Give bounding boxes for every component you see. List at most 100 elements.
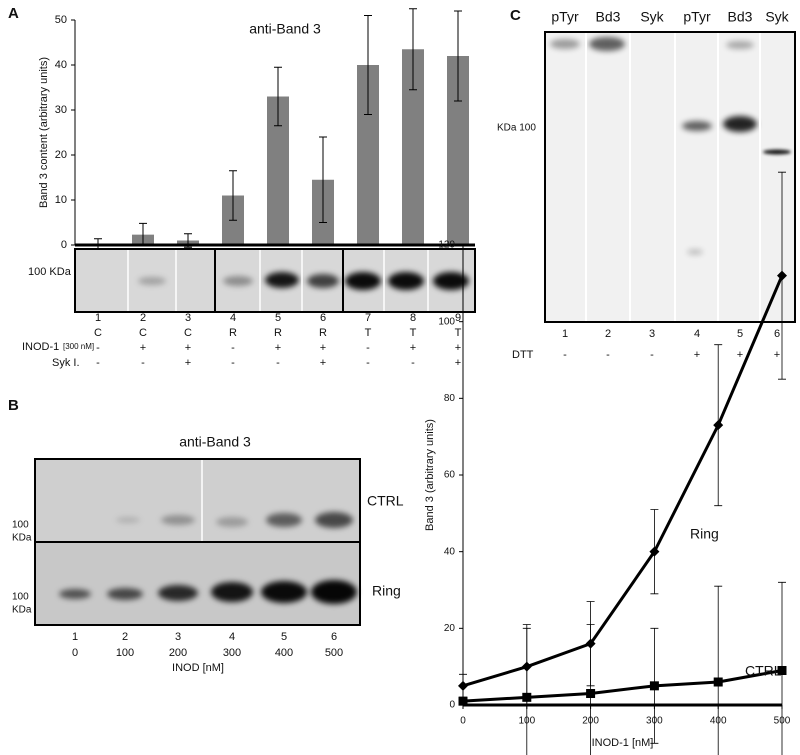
chart-title: anti-Band 3 (249, 21, 321, 37)
condition: R (319, 327, 327, 339)
row-label: [300 nM] (63, 342, 94, 351)
data-point (458, 696, 468, 706)
treatment: + (320, 342, 326, 354)
error-bar (522, 624, 531, 755)
data-point (649, 546, 660, 557)
blot (544, 31, 796, 323)
lane-concentration: 500 (325, 647, 343, 659)
lane-header: Syk (765, 9, 789, 25)
lane-number: 2 (140, 312, 146, 324)
lane-number: 2 (605, 328, 611, 340)
blot (34, 458, 361, 543)
row-label: INOD-1 (22, 341, 59, 353)
panel-label: C (510, 7, 521, 24)
panel-label: B (8, 397, 19, 414)
lane-number: 6 (320, 312, 326, 324)
data-point (522, 692, 532, 702)
blot (34, 541, 361, 626)
series-line (462, 275, 784, 688)
marker-label: 100 (12, 520, 29, 531)
row-label: DTT (512, 349, 534, 361)
condition: C (184, 327, 192, 339)
x-tick-label: 0 (460, 716, 466, 727)
y-tick-label: 120 (438, 240, 455, 251)
treatment: + (185, 342, 191, 354)
lane-concentration: 400 (275, 647, 293, 659)
lane-concentration: 0 (72, 647, 78, 659)
condition: T (410, 327, 417, 339)
treatment: + (737, 349, 743, 361)
treatment: + (774, 349, 780, 361)
condition: T (365, 327, 372, 339)
treatment: + (140, 342, 146, 354)
treatment: - (276, 357, 280, 369)
lane-concentration: 100 (116, 647, 134, 659)
lane-number: 1 (72, 631, 78, 643)
treatment: + (455, 357, 461, 369)
treatment: + (694, 349, 700, 361)
data-point (777, 270, 787, 281)
series-label: Ring (690, 526, 719, 542)
error-bar (714, 585, 723, 755)
lane-dividers (585, 33, 761, 321)
lane-header: Bd3 (596, 9, 621, 25)
error-bar (274, 66, 282, 127)
bar (402, 49, 424, 245)
data-point (713, 677, 723, 687)
treatment: - (231, 357, 235, 369)
lane-number: 6 (774, 328, 780, 340)
row-label: Syk I. (52, 357, 80, 369)
data-point (777, 666, 787, 675)
error-bar (454, 10, 462, 102)
y-axis-label: Band 3 (arbitrary units) (424, 419, 436, 531)
panel-label: A (8, 5, 19, 22)
data-point (713, 420, 724, 431)
lane-number: 5 (275, 312, 281, 324)
bar (447, 56, 469, 245)
y-tick-label: 80 (444, 393, 456, 404)
y-tick-label: 30 (55, 104, 67, 116)
treatment: - (411, 357, 415, 369)
y-tick-label: 40 (55, 59, 67, 71)
lane-number: 2 (122, 631, 128, 643)
error-bar (409, 8, 417, 91)
marker-label: 100 KDa (28, 266, 72, 278)
lane-number: 4 (694, 328, 700, 340)
y-tick-label: 100 (438, 316, 455, 327)
condition: C (94, 327, 102, 339)
lane-number: 5 (737, 328, 743, 340)
blot-title: anti-Band 3 (179, 434, 251, 450)
series-label: CTRL (745, 663, 782, 679)
lane-number: 9 (455, 312, 461, 324)
lane-header: Bd3 (728, 9, 753, 25)
treatment: - (366, 357, 370, 369)
marker-label: KDa (12, 533, 32, 544)
row-label: Ring (372, 583, 401, 599)
condition: R (274, 327, 282, 339)
y-tick-label: 50 (55, 14, 67, 26)
error-bar (364, 15, 372, 115)
bar (267, 96, 289, 245)
y-tick-label: 0 (449, 700, 455, 711)
blot-bands (59, 512, 357, 604)
lane-number: 3 (649, 328, 655, 340)
condition: T (455, 327, 462, 339)
lane-header: Syk (640, 9, 664, 25)
data-point (649, 681, 659, 691)
lane-number: 3 (185, 312, 191, 324)
data-point (458, 680, 468, 691)
data-point (586, 689, 596, 698)
lane-concentration: 300 (223, 647, 241, 659)
x-axis-label: INOD-1 [nM] (592, 737, 654, 749)
lane-dividers (127, 250, 429, 311)
error-bar (319, 136, 327, 223)
treatment: + (185, 357, 191, 369)
lane-header: pTyr (683, 9, 711, 25)
y-tick-label: 10 (55, 194, 67, 206)
lane-number: 8 (410, 312, 416, 324)
group-dividers (214, 250, 344, 311)
lane-number: 5 (281, 631, 287, 643)
x-axis-label: INOD [nM] (172, 662, 224, 674)
marker-label: KDa 100 (497, 123, 536, 134)
